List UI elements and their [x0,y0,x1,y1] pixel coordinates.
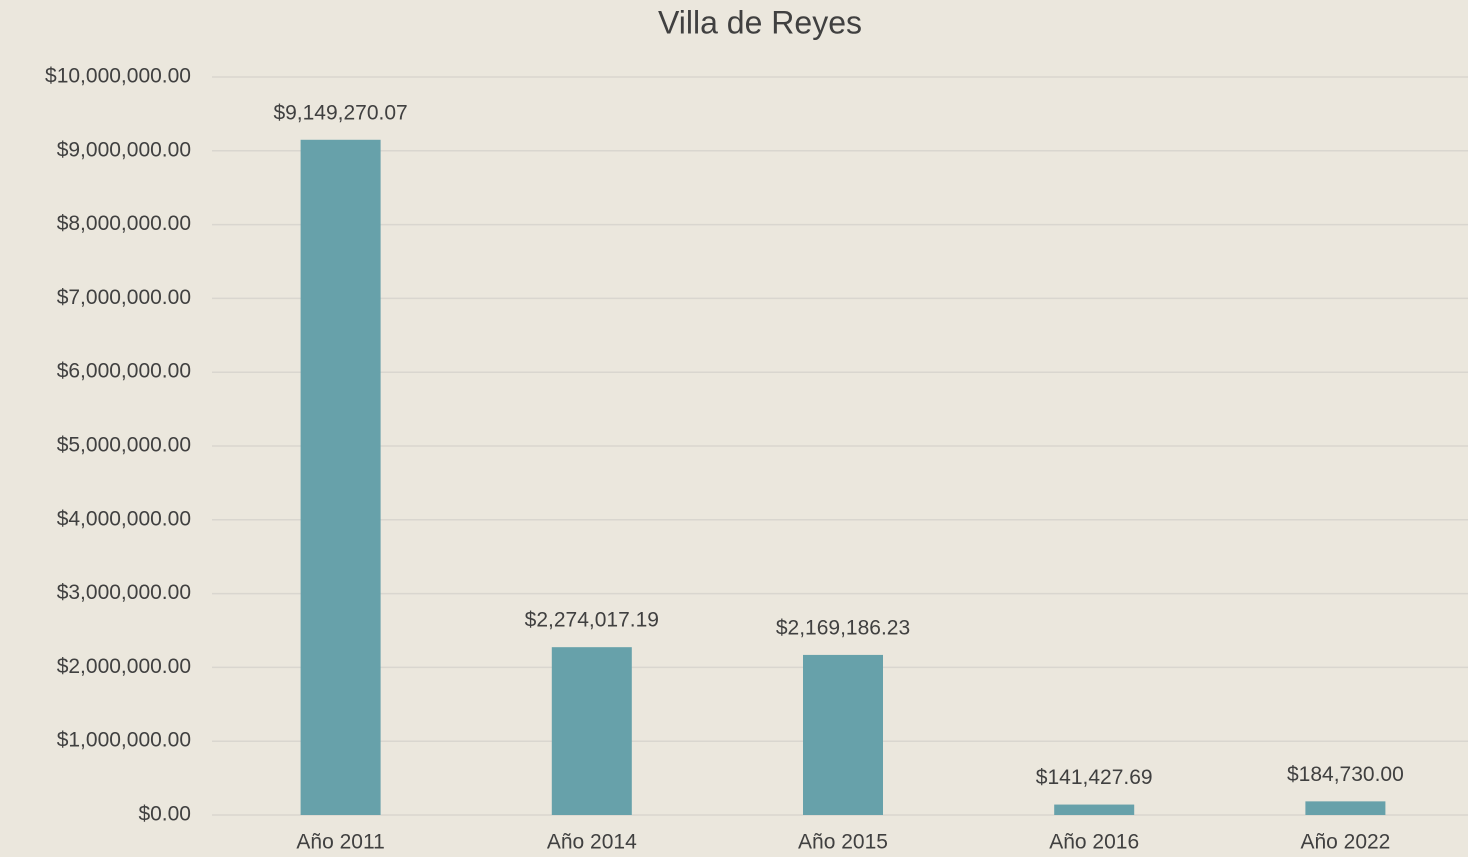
x-tick-label: Año 2014 [547,831,637,854]
y-tick-label: $2,000,000.00 [57,655,191,678]
bar [803,654,883,815]
data-label: $141,427.69 [1036,766,1153,789]
data-label: $2,169,186.23 [776,616,910,639]
x-tick-label: Año 2022 [1300,831,1390,854]
y-tick-label: $10,000,000.00 [45,65,191,88]
y-tick-label: $0.00 [138,803,191,826]
y-tick-label: $4,000,000.00 [57,507,191,530]
bar [300,139,381,815]
y-tick-label: $9,000,000.00 [57,138,191,161]
y-tick-label: $5,000,000.00 [57,434,191,457]
y-tick-label: $6,000,000.00 [57,360,191,383]
chart-title: Villa de Reyes [658,4,862,40]
y-tick-label: $8,000,000.00 [57,212,191,235]
bar [1305,801,1386,815]
data-label: $2,274,017.19 [525,609,659,632]
data-label: $9,149,270.07 [273,101,407,124]
data-label: $184,730.00 [1287,763,1404,786]
x-tick-label: Año 2015 [798,831,888,854]
x-tick-label: Año 2016 [1049,831,1139,854]
bar [551,647,632,815]
bar [1054,804,1135,815]
y-tick-label: $1,000,000.00 [57,729,191,752]
y-tick-label: $7,000,000.00 [57,286,191,309]
y-tick-label: $3,000,000.00 [57,581,191,604]
x-tick-label: Año 2011 [296,831,384,854]
